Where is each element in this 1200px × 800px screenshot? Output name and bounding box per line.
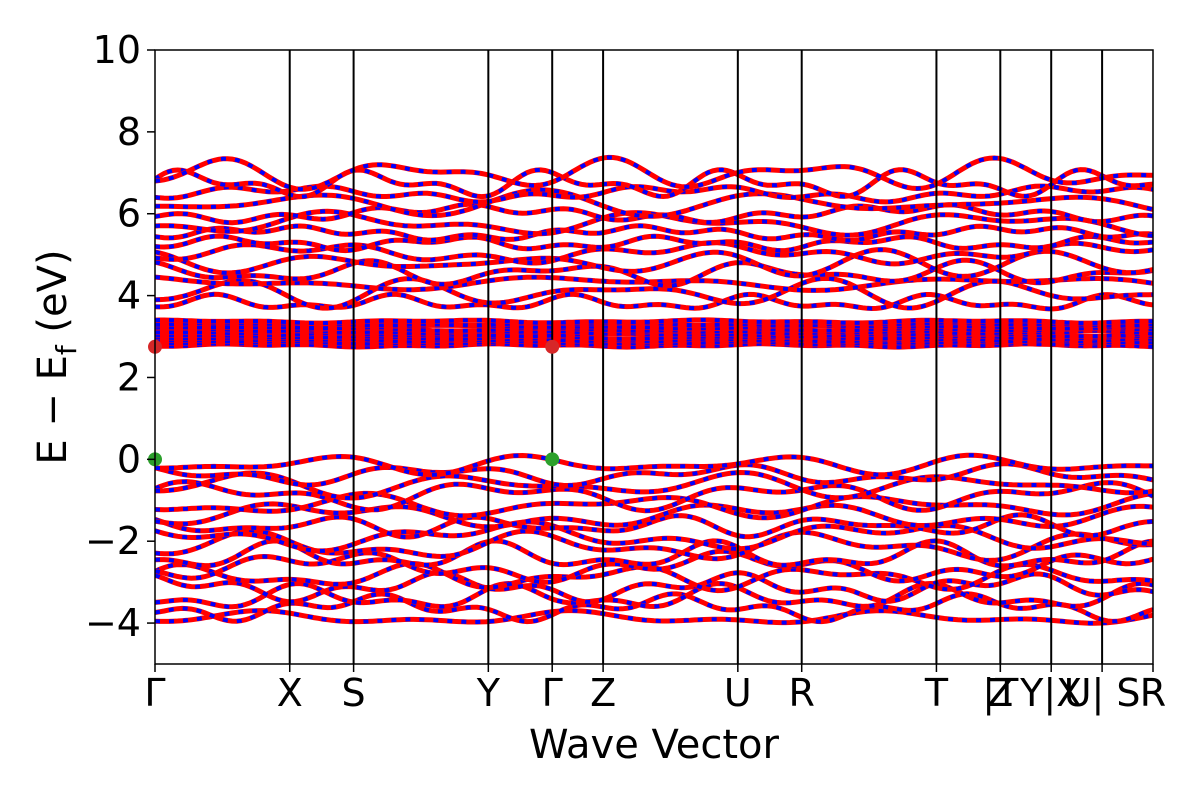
valence-band-0-spin-up [155, 608, 1153, 626]
valence-band-3-spin-down [155, 570, 1153, 604]
y-tick-label-4: 4 [117, 274, 141, 318]
conduction-band-4-spin-down [155, 247, 1153, 279]
conduction-band-12-spin-down [155, 167, 1153, 199]
y-tick-label-7: 10 [93, 28, 141, 72]
x-tick-label-6: U [724, 671, 752, 715]
y-axis-ticks: −4 −2 0 2 4 6 8 10 [85, 28, 155, 645]
x-tick-label-9: Z [987, 671, 1013, 715]
x-tick-label-5: Z [590, 671, 616, 715]
cbm-marker-1 [545, 339, 560, 354]
valence-band-13-spin-down [155, 470, 1153, 501]
x-tick-label-11: Y|X [1019, 671, 1082, 716]
x-tick-label-10: |T [982, 671, 1019, 716]
valence-band-1-spin-down [155, 591, 1153, 624]
valence-band-15-spin-down [155, 453, 1153, 477]
conduction-band-3-spin-down [155, 258, 1153, 288]
x-tick-label-4: Γ [542, 671, 563, 715]
valence-band-6-spin-down [155, 538, 1153, 568]
valence-band-8-spin-down [155, 519, 1153, 553]
y-tick-label-1: −2 [85, 519, 141, 563]
x-tick-label-7: R [789, 671, 815, 715]
x-axis-title: Wave Vector [529, 722, 780, 768]
conduction-band-13-spin-up [155, 154, 1153, 192]
valence-band-10-spin-down [155, 501, 1153, 529]
kpoint-separators [288, 50, 1104, 664]
y-tick-label-6: 8 [117, 110, 141, 154]
x-tick-label-8: T [924, 671, 949, 715]
conduction-band-6-spin-down [155, 234, 1153, 253]
x-tick-label-3: Y [476, 671, 501, 715]
flat-band-9-spin-up [155, 317, 1153, 326]
valence-band-11-spin-down [155, 491, 1153, 520]
y-axis-title: E − Ef (eV) [30, 249, 83, 464]
conduction-band-7-spin-down [155, 223, 1153, 243]
plot-frame [154, 49, 1154, 665]
vbm-marker-3 [545, 452, 560, 467]
flat-band-2-spin-up [155, 335, 1153, 345]
x-tick-label-12: U| S [1064, 671, 1141, 716]
band-edge-markers [148, 339, 560, 467]
y-axis-title-main: E − E [30, 355, 76, 465]
y-axis-title-subscript: f [50, 344, 83, 355]
conduction-band-5-spin-down [155, 240, 1153, 266]
valence-band-4-spin-down [155, 561, 1153, 593]
conduction-band-10-spin-up [155, 187, 1153, 219]
valence-band-14-spin-down [155, 461, 1153, 488]
x-tick-label-0: Γ [144, 671, 165, 715]
y-tick-label-0: −4 [85, 601, 141, 645]
band-lines [155, 154, 1153, 626]
flat-band-0-spin-up [155, 341, 1153, 350]
y-axis-title-unit: (eV) [30, 249, 76, 345]
valence-band-5-spin-down [155, 549, 1153, 585]
y-tick-label-5: 6 [117, 192, 141, 236]
valence-band-9-spin-down [155, 512, 1153, 539]
x-tick-label-1: X [277, 671, 303, 715]
valence-band-7-spin-down [155, 528, 1153, 563]
x-tick-label-13: R [1140, 671, 1166, 715]
x-tick-label-2: S [342, 671, 366, 715]
flat-band-7-spin-up [155, 322, 1153, 331]
y-tick-label-2: 0 [117, 437, 141, 481]
valence-band-12-spin-down [155, 479, 1153, 513]
y-tick-label-3: 2 [117, 355, 141, 399]
